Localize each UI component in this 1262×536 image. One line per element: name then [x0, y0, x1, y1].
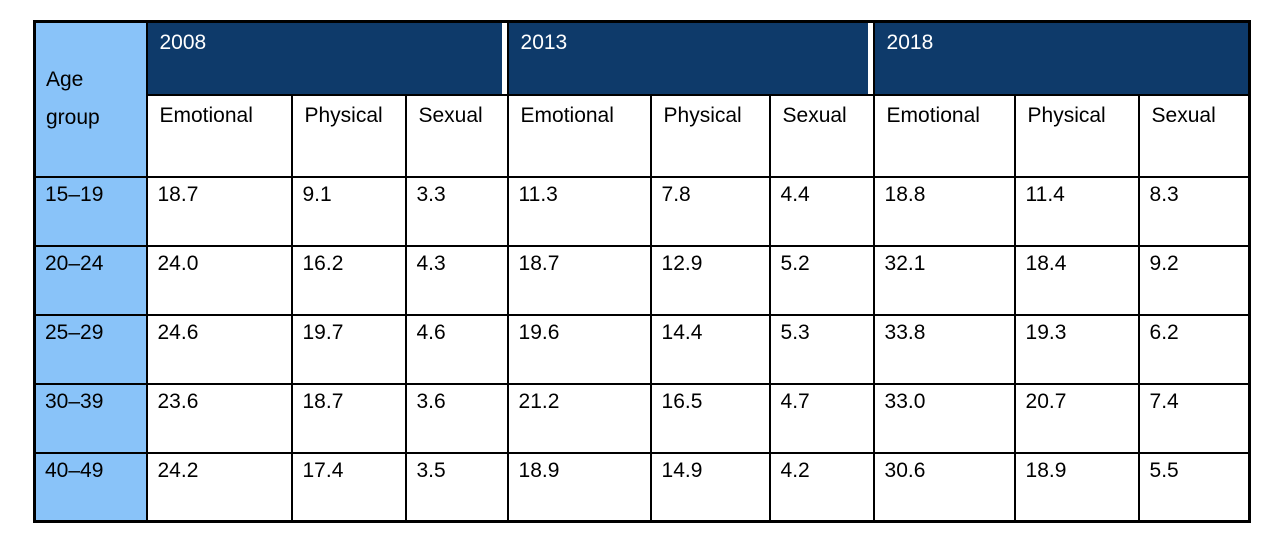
year-header-row: Age group 2008 2013 2018 [33, 20, 1251, 178]
prevalence-by-age-table: Age group 2008 2013 2018 Emotional Physi… [33, 20, 1252, 523]
value-cell: 18.4 [1013, 244, 1140, 316]
year-header-2013: 2013 [506, 20, 875, 96]
value-cell: 20.7 [1013, 382, 1140, 454]
column-header-2013-physical: Physical [649, 93, 771, 178]
value-cell: 3.5 [404, 451, 509, 523]
value-cell: 9.2 [1137, 244, 1251, 316]
value-cell: 16.2 [290, 244, 407, 316]
age-row-label: 30–39 [33, 382, 148, 454]
age-row-label: 25–29 [33, 313, 148, 385]
year-header-2018: 2018 [872, 20, 1251, 96]
value-cell: 14.4 [649, 313, 771, 385]
category-header-row: Emotional Physical Sexual Emotional Phys… [35, 93, 1251, 178]
value-cell: 30.6 [872, 451, 1016, 523]
value-cell: 21.2 [506, 382, 652, 454]
column-header-2018-sexual: Sexual [1137, 93, 1251, 178]
value-cell: 17.4 [290, 451, 407, 523]
year-header-2008: 2008 [145, 20, 509, 96]
value-cell: 4.2 [768, 451, 875, 523]
value-cell: 4.7 [768, 382, 875, 454]
value-cell: 5.3 [768, 313, 875, 385]
value-cell: 24.0 [145, 244, 293, 316]
column-header-2018-physical: Physical [1013, 93, 1140, 178]
value-cell: 18.7 [290, 382, 407, 454]
value-cell: 19.3 [1013, 313, 1140, 385]
age-row-label: 15–19 [33, 175, 148, 247]
value-cell: 9.1 [290, 175, 407, 247]
column-header-2013-emotional: Emotional [506, 93, 652, 178]
value-cell: 11.4 [1013, 175, 1140, 247]
value-cell: 11.3 [506, 175, 652, 247]
value-cell: 4.3 [404, 244, 509, 316]
column-header-2013-sexual: Sexual [768, 93, 875, 178]
value-cell: 18.9 [1013, 451, 1140, 523]
value-cell: 18.7 [506, 244, 652, 316]
value-cell: 24.2 [145, 451, 293, 523]
value-cell: 24.6 [145, 313, 293, 385]
value-cell: 33.0 [872, 382, 1016, 454]
table-row: 40–49 24.2 17.4 3.5 18.9 14.9 4.2 30.6 1… [33, 451, 1251, 523]
table-row: 25–29 24.6 19.7 4.6 19.6 14.4 5.3 33.8 1… [33, 313, 1251, 385]
value-cell: 18.8 [872, 175, 1016, 247]
value-cell: 18.7 [145, 175, 293, 247]
column-header-2008-emotional: Emotional [145, 93, 293, 178]
value-cell: 4.6 [404, 313, 509, 385]
value-cell: 3.6 [404, 382, 509, 454]
column-header-2008-physical: Physical [290, 93, 407, 178]
value-cell: 19.6 [506, 313, 652, 385]
value-cell: 23.6 [145, 382, 293, 454]
value-cell: 18.9 [506, 451, 652, 523]
value-cell: 33.8 [872, 313, 1016, 385]
value-cell: 6.2 [1137, 313, 1251, 385]
value-cell: 3.3 [404, 175, 509, 247]
age-group-corner-header: Age group [33, 20, 148, 178]
value-cell: 12.9 [649, 244, 771, 316]
value-cell: 5.2 [768, 244, 875, 316]
table-row: 30–39 23.6 18.7 3.6 21.2 16.5 4.7 33.0 2… [33, 382, 1251, 454]
value-cell: 8.3 [1137, 175, 1251, 247]
value-cell: 7.4 [1137, 382, 1251, 454]
table-row: 15–19 18.7 9.1 3.3 11.3 7.8 4.4 18.8 11.… [33, 175, 1251, 247]
value-cell: 5.5 [1137, 451, 1251, 523]
value-cell: 19.7 [290, 313, 407, 385]
column-header-2018-emotional: Emotional [872, 93, 1016, 178]
value-cell: 14.9 [649, 451, 771, 523]
value-cell: 16.5 [649, 382, 771, 454]
age-row-label: 20–24 [33, 244, 148, 316]
value-cell: 32.1 [872, 244, 1016, 316]
value-cell: 7.8 [649, 175, 771, 247]
age-row-label: 40–49 [33, 451, 148, 523]
value-cell: 4.4 [768, 175, 875, 247]
column-header-2008-sexual: Sexual [404, 93, 509, 178]
table-row: 20–24 24.0 16.2 4.3 18.7 12.9 5.2 32.1 1… [33, 244, 1251, 316]
